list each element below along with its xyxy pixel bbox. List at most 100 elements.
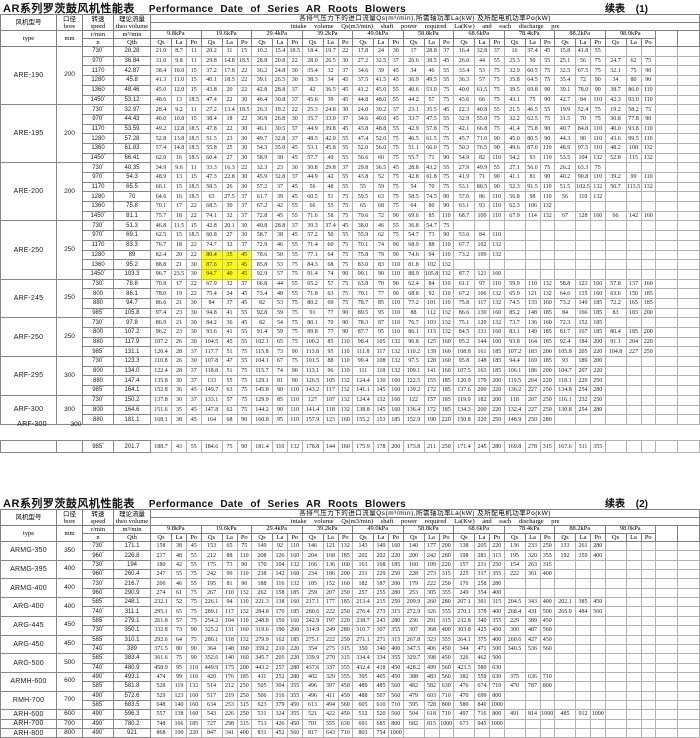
data-cell: 48.6	[150, 94, 172, 106]
data-cell: 450	[590, 597, 606, 608]
blower-type: ARG-450	[0, 634, 57, 655]
empty-cell	[676, 671, 700, 683]
data-cell: 86.9	[150, 317, 172, 328]
data-cell: 132	[388, 365, 404, 377]
speed-value: 970*	[82, 230, 114, 241]
data-cell: 37	[186, 375, 202, 387]
data-cell: 280	[590, 385, 606, 396]
data-cell: 141.1	[352, 385, 374, 396]
data-cell: 113.8	[301, 346, 324, 358]
data-cell: 72.8	[251, 210, 273, 222]
data-cell: 84.2	[200, 317, 223, 328]
data-cell: 32.5	[373, 55, 389, 67]
data-cell: 36.8	[402, 220, 425, 232]
data-cell: 280	[590, 541, 606, 552]
speed-value: 740*	[82, 606, 114, 617]
pressure-header: 58.8kPa	[402, 525, 454, 535]
data-cell: 65	[352, 201, 374, 212]
data-cell: 30	[388, 46, 404, 57]
data-cell: 254	[575, 385, 591, 396]
data-cell: 489	[352, 681, 374, 692]
data-cell: 166	[575, 307, 591, 319]
data-cell: 840	[474, 699, 490, 711]
empty-cell	[677, 440, 700, 453]
blower-type: ARH-700	[0, 718, 57, 729]
theo-volume-value: 596.3	[113, 709, 151, 720]
empty-cell	[655, 597, 678, 608]
data-cell: 148	[474, 356, 490, 367]
data-cell: 168	[373, 559, 389, 571]
data-cell: 37	[272, 181, 288, 193]
data-cell	[625, 699, 642, 711]
data-cell	[604, 681, 627, 692]
data-cell: 262	[251, 587, 273, 599]
data-cell: 37	[236, 210, 252, 222]
data-cell: 45	[186, 414, 202, 425]
data-cell: 79	[373, 249, 389, 261]
data-cell: 268.4	[503, 606, 526, 617]
data-cell: 43	[171, 440, 187, 453]
data-cell: 84	[200, 297, 223, 309]
data-cell: 27.2	[352, 55, 374, 67]
data-cell: 202	[352, 550, 374, 561]
data-cell: 261.8	[150, 615, 172, 627]
data-cell	[554, 671, 576, 683]
data-cell: 75	[186, 606, 202, 617]
data-cell: 102	[423, 259, 440, 270]
blower-type-empty	[0, 440, 57, 453]
data-cell: 10.0	[171, 65, 187, 77]
blower-type: ARF-295	[0, 356, 57, 396]
data-cell	[640, 559, 656, 571]
data-cell: 343	[524, 597, 541, 608]
empty-cell	[676, 162, 700, 173]
speed-value: 1360	[82, 259, 114, 270]
data-cell: 85	[272, 394, 288, 406]
bore-value: 250	[56, 220, 83, 280]
data-cell: 185	[640, 288, 656, 299]
data-cell: 90	[640, 75, 656, 86]
speed-value: 585*	[82, 653, 114, 664]
theo-volume-value: 383.4	[113, 653, 151, 664]
data-cell: 99	[625, 172, 642, 183]
data-cell: 19.2	[251, 46, 273, 57]
data-cell	[625, 625, 642, 636]
data-cell: 90	[236, 559, 252, 571]
data-cell: 249	[322, 625, 339, 636]
data-cell: 185	[388, 559, 404, 571]
data-cell	[604, 268, 627, 280]
data-cell: 110	[489, 278, 505, 290]
data-cell: 75	[221, 440, 238, 453]
data-cell: 87.6	[200, 259, 223, 270]
data-cell: 212	[200, 550, 223, 561]
data-cell: 75	[489, 65, 505, 77]
data-cell: 126.5	[301, 375, 324, 387]
theo-volume-value: 51.3	[113, 220, 151, 232]
data-cell: 75	[539, 162, 555, 173]
empty-cell	[676, 327, 700, 338]
data-cell: 114	[524, 210, 541, 222]
data-cell: 222	[322, 634, 339, 645]
subcolumn-header: Qs	[301, 533, 324, 543]
data-cell: 93.8	[625, 123, 642, 135]
data-cell: 132	[438, 307, 454, 319]
data-cell: 51	[221, 365, 238, 377]
theo-volume-value: 45.8	[113, 75, 151, 86]
table-row: ARF-250 250 730* 97.8 86.9 21 30 84.2 36 45 82 54 75…	[0, 317, 700, 358]
data-cell	[640, 569, 656, 580]
blower-type: ARF-250	[0, 317, 57, 358]
data-cell: 58.5	[402, 191, 425, 203]
data-cell: 132	[373, 394, 389, 406]
data-cell: 42.7	[554, 94, 576, 106]
data-cell: 100.2	[301, 336, 324, 348]
bore-value: 200	[56, 162, 83, 222]
data-cell: 355	[590, 440, 606, 453]
theo-volume-value: 42.87	[113, 65, 151, 77]
empty-cell	[655, 690, 678, 701]
data-cell	[590, 259, 606, 270]
data-cell: 75	[287, 259, 303, 270]
data-cell: 315	[337, 653, 353, 664]
table2-title-cn: AR系列罗茨鼓风机性能表	[3, 498, 135, 510]
data-cell	[453, 220, 475, 232]
data-cell: 152	[575, 317, 591, 328]
empty-cell	[676, 404, 700, 416]
